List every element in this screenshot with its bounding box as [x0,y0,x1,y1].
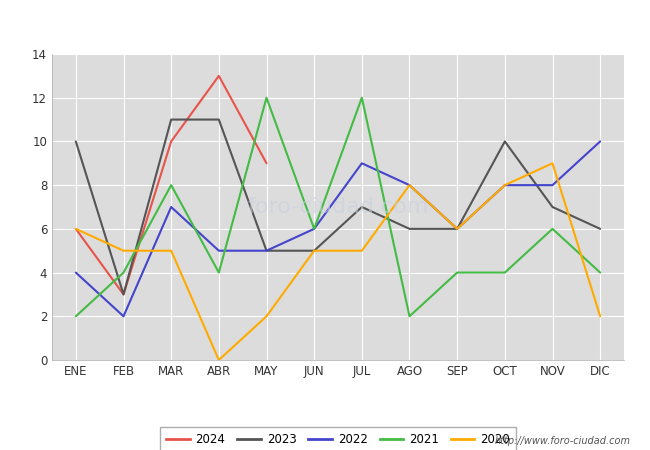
Legend: 2024, 2023, 2022, 2021, 2020: 2024, 2023, 2022, 2021, 2020 [160,427,516,450]
Text: Matriculaciones de Vehiculos en Creixell: Matriculaciones de Vehiculos en Creixell [144,11,506,29]
Text: http://www.foro-ciudad.com: http://www.foro-ciudad.com [495,436,630,446]
Text: foro-ciudad.com: foro-ciudad.com [247,197,429,217]
